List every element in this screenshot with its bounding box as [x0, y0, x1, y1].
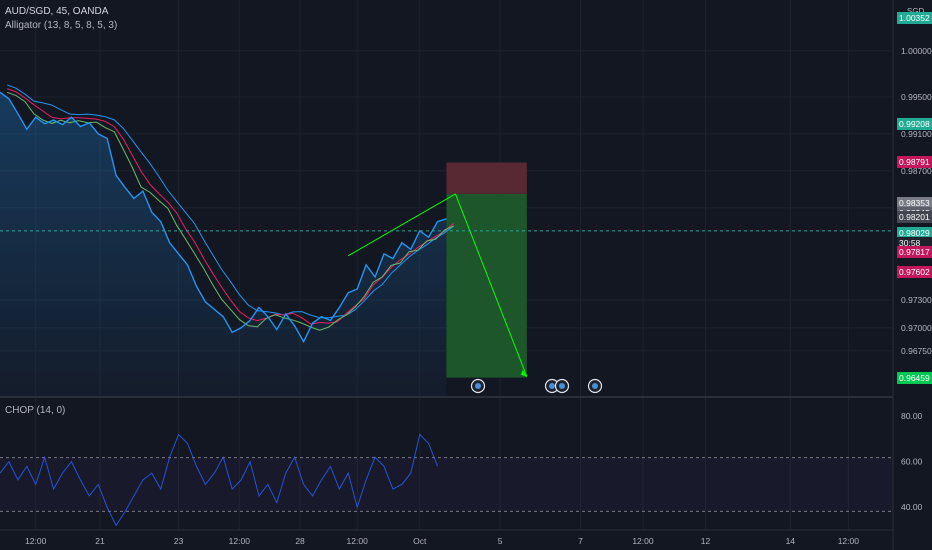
price-tag: 0.98029 [897, 226, 932, 239]
x-tick-label: 7 [578, 536, 583, 546]
y-tick-label: 0.99100 [901, 129, 932, 139]
x-tick-label: 28 [295, 536, 305, 546]
alligator-legend[interactable]: Alligator (13, 8, 5, 8, 5, 3) [5, 20, 117, 31]
chop-y-tick-label: 80.00 [901, 411, 923, 421]
event-icon-dot [475, 383, 481, 389]
drawings[interactable] [0, 193, 893, 394]
x-tick-label: Oct [413, 536, 427, 546]
y-tick-label: 0.98700 [901, 166, 932, 176]
price-area [0, 92, 447, 397]
target-zone [446, 193, 527, 378]
y-tick-label: 0.96750 [901, 346, 932, 356]
alligator-teeth [6, 88, 454, 325]
y-tick-label: 1.00000 [901, 46, 932, 56]
stop-zone [446, 162, 527, 194]
event-icon-dot [549, 383, 555, 389]
price-tag: 0.96459 [897, 371, 932, 384]
chop-y-tick-label: 60.00 [901, 457, 923, 467]
chop-y-tick-label: 40.00 [901, 502, 923, 512]
chop-legend[interactable]: CHOP (14, 0) [5, 405, 65, 416]
x-tick-label: 12:00 [25, 536, 47, 546]
risk-reward-zones[interactable] [446, 162, 527, 378]
event-icon-dot [592, 383, 598, 389]
x-tick-label: 14 [786, 536, 796, 546]
event-icon-dot [559, 383, 565, 389]
alligator-jaw [6, 84, 454, 319]
price-tag: 0.99208 [897, 117, 932, 130]
x-tick-label: 21 [95, 536, 105, 546]
x-tick-label: 23 [174, 536, 184, 546]
symbol-title[interactable]: AUD/SGD, 45, OANDA [5, 6, 109, 17]
price-tag: 0.98201 [897, 210, 932, 223]
x-tick-label: 12:00 [347, 536, 369, 546]
projection-arrow [454, 193, 528, 377]
price-tag: 0.98353 [897, 196, 932, 209]
y-tick-label: 0.97000 [901, 323, 932, 333]
y-tick-label: 0.97300 [901, 295, 932, 305]
arrow-head [520, 369, 527, 377]
x-tick-label: 5 [498, 536, 503, 546]
alligator-lips [6, 91, 454, 331]
chop-plot[interactable] [0, 433, 893, 527]
price-tag: 0.97817 [897, 246, 932, 259]
chop-band [0, 457, 893, 512]
y-tick-label: 0.99500 [901, 92, 932, 102]
chop-label[interactable]: CHOP (14, 0) [5, 405, 66, 416]
symbol-legend[interactable]: AUD/SGD, 45, OANDA [5, 6, 108, 17]
price-tag: 30:58 [897, 236, 932, 249]
chop-line [0, 433, 439, 527]
price-tag: 1.00352 [897, 12, 932, 25]
x-tick-label: 12 [701, 536, 711, 546]
price-line [0, 91, 447, 344]
price-tag: 0.97602 [897, 266, 932, 279]
x-tick-label: 12:00 [838, 536, 860, 546]
x-tick-label: 12:00 [632, 536, 654, 546]
trendline [348, 193, 456, 257]
price-tag: 0.98791 [897, 156, 932, 169]
x-tick-label: 12:00 [229, 536, 251, 546]
currency-label: SGD [907, 7, 924, 16]
alligator-label[interactable]: Alligator (13, 8, 5, 8, 5, 3) [5, 20, 118, 31]
price-plot[interactable] [0, 84, 454, 397]
